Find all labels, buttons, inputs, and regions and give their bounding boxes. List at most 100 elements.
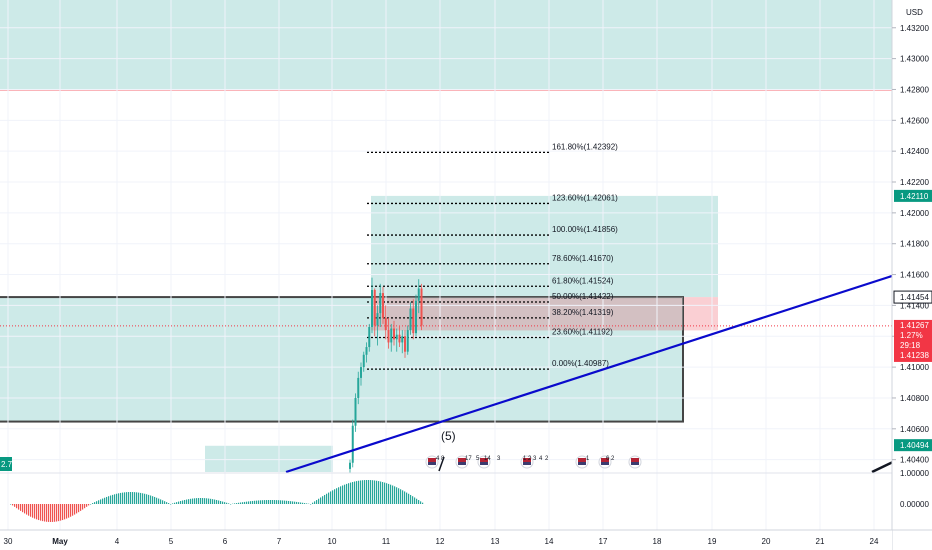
- time-tick-label: 13: [491, 537, 500, 546]
- fib-high-badge[interactable]: [894, 189, 932, 202]
- oscillator-bar: [238, 502, 240, 504]
- oscillator-bar: [194, 498, 196, 504]
- price-tick-label: 1.42400: [900, 147, 929, 156]
- oscillator-bar: [258, 500, 260, 504]
- last-price-change: 1.27%: [900, 331, 923, 340]
- oscillator-bar: [334, 489, 336, 504]
- event-flag[interactable]: [455, 455, 469, 469]
- oscillator-bar: [72, 504, 74, 516]
- wave-line: [438, 456, 445, 472]
- time-tick-label: 6: [223, 537, 228, 546]
- event-flag[interactable]: [628, 455, 642, 469]
- early-zone: [205, 445, 333, 472]
- candle-body: [371, 289, 373, 328]
- price-tick-label: 1.41600: [900, 271, 929, 280]
- flag-stripe-icon: [601, 458, 609, 462]
- oscillator-bar: [76, 504, 78, 514]
- secondary-trendline[interactable]: [871, 459, 896, 474]
- oscillator-bar: [422, 502, 424, 504]
- last-price-value: 1.41267: [900, 321, 929, 330]
- oscillator-bar: [370, 480, 372, 504]
- economic-events-layer[interactable]: 4 8 17 5 14 3 1 2 3 4 2 1 6 2: [425, 455, 642, 469]
- oscillator-bar: [56, 504, 58, 522]
- event-flag[interactable]: [520, 455, 534, 469]
- oscillator-bar: [88, 504, 90, 506]
- oscillator-bar: [384, 482, 386, 504]
- oscillator-bar: [358, 480, 360, 504]
- fibonacci-layer[interactable]: 161.80%(1.42392) 123.60%(1.42061) 100.00%(…: [367, 142, 618, 370]
- trendlines-layer[interactable]: (5): [285, 273, 896, 474]
- event-flag[interactable]: [477, 455, 491, 469]
- oscillator-bar: [34, 504, 36, 519]
- oscillator-bar: [216, 499, 218, 504]
- oscillator-bar: [212, 499, 214, 504]
- ascending-trendline[interactable]: [285, 273, 896, 474]
- grid-layer: [0, 0, 892, 530]
- oscillator-tick-label: 1.00000: [900, 469, 929, 478]
- oscillator-bar: [260, 500, 262, 504]
- candle-body: [404, 336, 406, 352]
- oscillator-bar: [266, 500, 268, 504]
- oscillator-bar: [320, 497, 322, 504]
- oscillator-bar: [364, 480, 366, 504]
- oscillator-bar: [182, 500, 184, 504]
- oscillator-bar: [160, 499, 162, 504]
- price-tick-label: 1.41000: [900, 363, 929, 372]
- oscillator-bar: [350, 482, 352, 504]
- event-flag[interactable]: [575, 455, 589, 469]
- oscillator-bar: [20, 504, 22, 511]
- candle-body: [387, 330, 390, 343]
- event-flag[interactable]: [425, 455, 439, 469]
- demand-zone-border[interactable]: [0, 296, 684, 423]
- oscillator-bar: [226, 502, 228, 504]
- fib-level-label: 123.60%(1.42061): [552, 193, 618, 202]
- fib-level-label: 78.60%(1.41670): [552, 254, 614, 263]
- oscillator-bar: [148, 494, 150, 504]
- oscillator-bar: [330, 491, 332, 504]
- oscillator-bar: [302, 502, 304, 504]
- event-flag[interactable]: [598, 455, 612, 469]
- oscillator-bar: [322, 496, 324, 504]
- event-count: 8: [441, 456, 445, 462]
- currency-label[interactable]: USD: [906, 8, 923, 17]
- oscillator-bar: [84, 504, 86, 509]
- oscillator-bar: [208, 498, 210, 504]
- oscillator-bar: [146, 494, 148, 504]
- oscillator-bar: [106, 496, 108, 504]
- oscillator-bar: [354, 481, 356, 504]
- oscillator-bar: [50, 504, 52, 522]
- oscillator-bar: [32, 504, 34, 518]
- last-price-badge[interactable]: [894, 319, 932, 362]
- fib-level-label: 161.80%(1.42392): [552, 142, 618, 151]
- oscillator-bar: [288, 500, 290, 504]
- oscillator-bar: [256, 500, 258, 504]
- oscillator-bar: [178, 501, 180, 504]
- oscillator-bar: [188, 499, 190, 504]
- oscillator-bar: [206, 498, 208, 504]
- oscillator-bar: [396, 487, 398, 504]
- candle-body: [406, 330, 409, 352]
- event-count: 5: [476, 456, 480, 462]
- oscillator-bar: [230, 504, 232, 505]
- oscillator-bar: [136, 492, 138, 504]
- event-count: 2: [545, 456, 549, 462]
- oscillator-bar: [74, 504, 76, 515]
- oscillator-bar: [28, 504, 30, 516]
- oscillator-bar: [264, 500, 266, 504]
- event-count: 17: [465, 456, 472, 462]
- oscillator-bar: [348, 483, 350, 504]
- oscillator-bar: [380, 481, 382, 504]
- candle-body: [390, 328, 393, 343]
- time-tick-label: 30: [4, 537, 13, 546]
- oscillator-bar: [120, 492, 122, 504]
- candle-body: [357, 377, 360, 398]
- flag-stripe-icon: [428, 458, 436, 462]
- zone-low-badge[interactable]: [894, 439, 932, 452]
- oscillator-bar: [154, 496, 156, 504]
- zone-top-badge[interactable]: [893, 290, 932, 304]
- oscillator-bar: [298, 502, 300, 504]
- oscillator-bar: [342, 485, 344, 504]
- flag-canton-icon: [601, 462, 609, 465]
